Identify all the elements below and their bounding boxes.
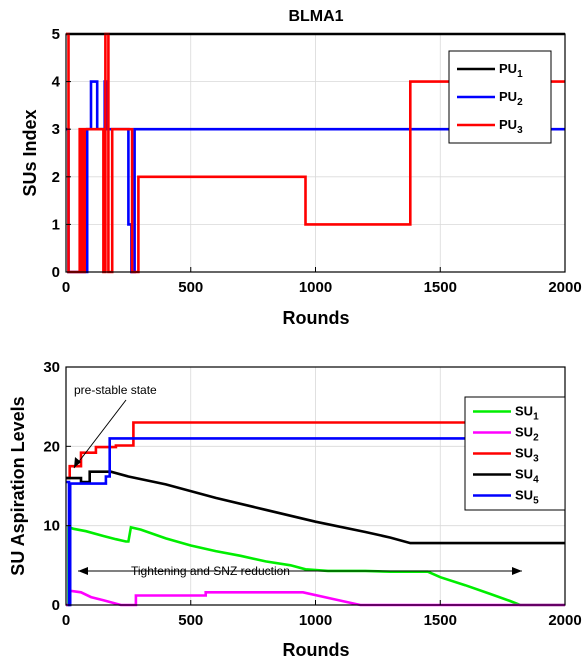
y-tick-label: 0: [52, 264, 60, 281]
series-line-su4: [66, 470, 565, 545]
legend-label: PU2: [499, 89, 523, 108]
x-tick-label: 0: [62, 612, 70, 629]
chart-bottom-xlabel: Rounds: [283, 640, 350, 660]
series-line-su3: [66, 421, 565, 480]
y-tick-label: 1: [52, 216, 60, 233]
annotation-pre-stable-arrow: [73, 399, 127, 469]
annotation-pre-stable-arrowhead: [74, 457, 81, 468]
chart-top-legend: PU1 PU2 PU3: [448, 50, 552, 144]
legend-label: SU2: [515, 425, 539, 444]
chart-bottom-xticks: 0 500 1000 1500 2000: [62, 600, 582, 629]
legend-label: PU1: [499, 61, 523, 80]
chart-top-xticks: 0 500 1000 1500 2000: [62, 267, 582, 296]
chart-bottom-yticks: 0 10 20 30: [43, 359, 71, 614]
series-line-su2: [66, 589, 565, 607]
series-line-su1: [66, 525, 565, 607]
legend-label: SU1: [515, 404, 539, 423]
annotation-tightening-arrowhead-right: [512, 567, 522, 575]
x-tick-label: 500: [178, 279, 203, 296]
chart-bottom-legend: SU1 SU2 SU3 SU4 SU5: [464, 396, 566, 511]
chart-bottom-series: [66, 421, 565, 607]
x-tick-label: 1000: [299, 612, 332, 629]
chart-top-yticks: 0 1 2 3 4 5: [52, 26, 71, 281]
chart-bottom: 0 500 1000 1500 2000 0 10 20 30 Rounds SU Aspir…: [8, 359, 582, 660]
series-line-su5: [66, 437, 565, 607]
legend-label: PU3: [499, 117, 523, 136]
x-tick-label: 1500: [424, 612, 457, 629]
y-tick-label: 30: [43, 359, 60, 376]
annotation-tightening: Tightening and SNZ reduction: [131, 564, 290, 578]
legend-label: SU4: [515, 467, 539, 486]
y-tick-label: 2: [52, 169, 60, 186]
chart-bottom-ylabel: SU Aspiration Levels: [8, 396, 28, 575]
x-tick-label: 1000: [299, 279, 332, 296]
legend-label: SU3: [515, 446, 539, 465]
x-tick-label: 0: [62, 279, 70, 296]
y-tick-label: 10: [43, 518, 60, 535]
legend-label: SU5: [515, 488, 539, 507]
chart-top-title: BLMA1: [288, 8, 343, 25]
y-tick-label: 0: [52, 597, 60, 614]
annotation-pre-stable: pre-stable state: [74, 383, 157, 397]
chart-top-xlabel: Rounds: [283, 308, 350, 328]
x-tick-label: 1500: [424, 279, 457, 296]
chart-top: BLMA1 0 500 1000 1500 2000 0 1 2 3 4 5 Rounds SUs…: [20, 8, 582, 328]
y-tick-label: 4: [52, 74, 61, 91]
y-tick-label: 3: [52, 121, 60, 138]
annotation-tightening-arrowhead-left: [78, 567, 88, 575]
x-tick-label: 2000: [548, 612, 581, 629]
y-tick-label: 20: [43, 438, 60, 455]
chart-top-ylabel: SUs Index: [20, 109, 40, 196]
x-tick-label: 500: [178, 612, 203, 629]
x-tick-label: 2000: [548, 279, 581, 296]
y-tick-label: 5: [52, 26, 60, 43]
